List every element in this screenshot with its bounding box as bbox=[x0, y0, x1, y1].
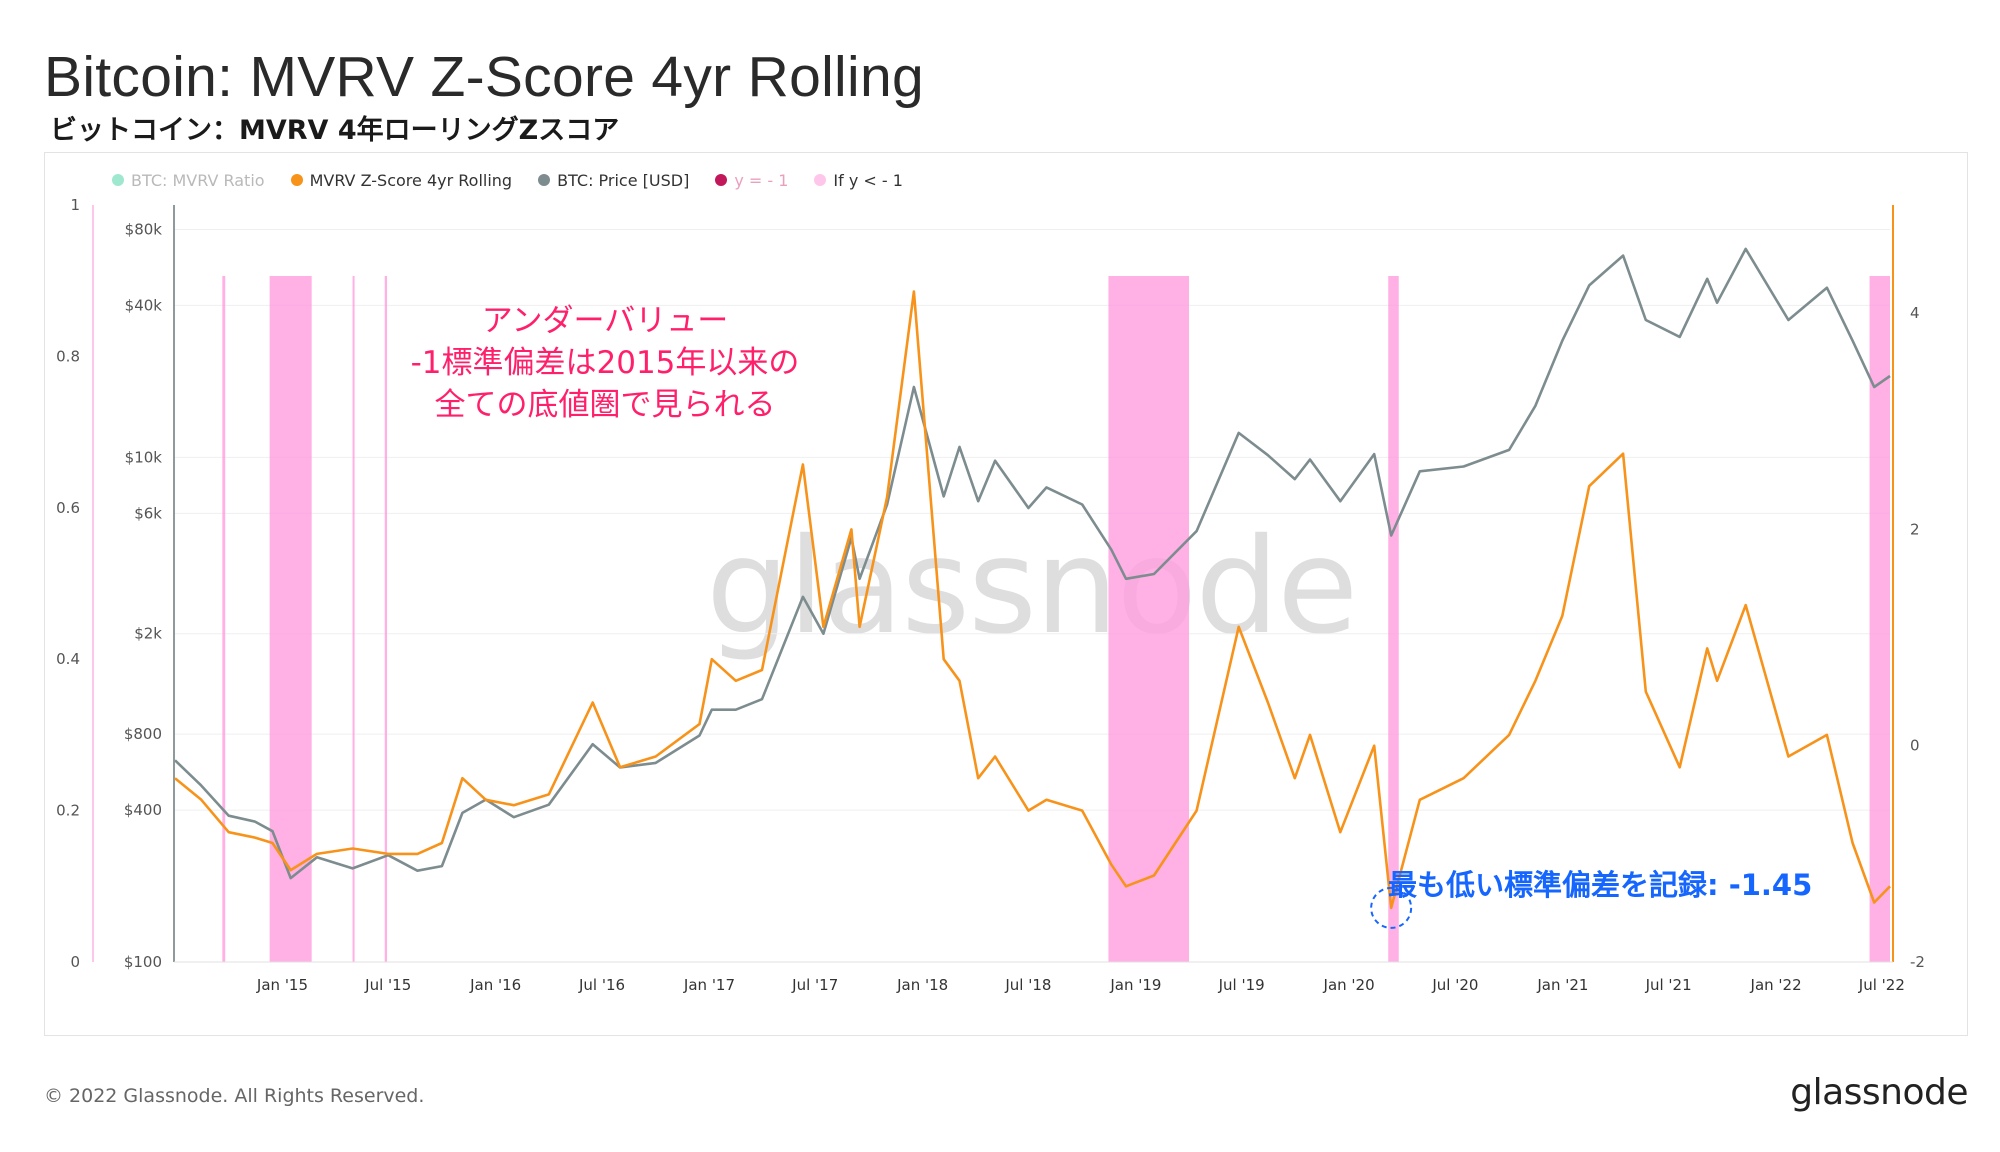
legend-item-price[interactable]: BTC: Price [USD] bbox=[538, 171, 689, 190]
watermark: glassnode bbox=[706, 510, 1358, 664]
y-tick-price: $800 bbox=[124, 725, 162, 743]
annotation-line: アンダーバリュー bbox=[481, 303, 729, 339]
x-tick: Jan '17 bbox=[683, 976, 735, 994]
legend-swatch bbox=[814, 174, 827, 186]
legend-label: BTC: MVRV Ratio bbox=[131, 170, 265, 190]
legend-item-y-minus-one[interactable]: y = - 1 bbox=[715, 171, 788, 190]
y-tick-price: $80k bbox=[125, 220, 163, 238]
legend-label: y = - 1 bbox=[734, 170, 789, 190]
y-tick-zscore: 4 bbox=[1910, 304, 1920, 322]
shaded-period bbox=[352, 276, 355, 962]
y-tick-price: $2k bbox=[134, 625, 162, 643]
legend-item-mvrv-ratio[interactable]: BTC: MVRV Ratio bbox=[112, 171, 265, 190]
legend-swatch bbox=[290, 174, 303, 186]
x-tick: Jul '22 bbox=[1858, 976, 1905, 994]
shaded-period bbox=[384, 276, 388, 962]
x-tick: Jan '20 bbox=[1323, 976, 1375, 994]
x-tick: Jul '17 bbox=[791, 976, 838, 994]
y-tick-mvrv: 0.6 bbox=[56, 499, 80, 517]
legend-label: MVRV Z-Score 4yr Rolling bbox=[309, 170, 513, 190]
chart-legend: BTC: MVRV Ratio MVRV Z-Score 4yr Rolling… bbox=[112, 168, 903, 192]
x-tick: Jul '20 bbox=[1431, 976, 1478, 994]
legend-item-shade[interactable]: If y < - 1 bbox=[814, 171, 903, 190]
y-tick-mvrv: 0.2 bbox=[56, 802, 80, 820]
legend-swatch bbox=[715, 174, 728, 186]
legend-swatch bbox=[112, 174, 124, 186]
shaded-period bbox=[1388, 276, 1399, 962]
y-tick-mvrv: 0 bbox=[70, 953, 80, 971]
y-tick-zscore: 0 bbox=[1910, 737, 1920, 755]
x-tick: Jan '21 bbox=[1536, 976, 1588, 994]
annotation-line: 全ての底値圏で見られる bbox=[434, 387, 776, 423]
x-tick: Jan '15 bbox=[256, 976, 308, 994]
legend-label: If y < - 1 bbox=[833, 170, 903, 190]
shaded-period bbox=[1108, 276, 1190, 962]
x-tick: Jul '21 bbox=[1645, 976, 1692, 994]
y-tick-price: $6k bbox=[134, 504, 162, 522]
page-subtitle: ビットコイン：MVRV 4年ローリングZスコア bbox=[50, 115, 620, 146]
annotation-line: -1標準偏差は2015年以来の bbox=[410, 345, 800, 381]
lowest-point-marker bbox=[1370, 886, 1413, 929]
x-tick: Jan '22 bbox=[1750, 976, 1802, 994]
y-tick-price: $400 bbox=[124, 801, 162, 819]
x-tick: Jan '19 bbox=[1109, 976, 1161, 994]
annotation-undervalue: アンダーバリュー -1標準偏差は2015年以来の 全ての底値圏で見られる bbox=[395, 300, 815, 426]
shaded-period bbox=[269, 276, 312, 962]
x-tick: Jan '16 bbox=[469, 976, 521, 994]
x-tick: Jan '18 bbox=[896, 976, 948, 994]
x-tick: Jul '15 bbox=[364, 976, 411, 994]
y-tick-price: $100 bbox=[124, 953, 162, 971]
brand-logo[interactable]: glassnode bbox=[1790, 1072, 1968, 1113]
page-title: Bitcoin: MVRV Z-Score 4yr Rolling bbox=[44, 45, 924, 109]
x-tick: Jul '18 bbox=[1004, 976, 1051, 994]
legend-item-zscore[interactable]: MVRV Z-Score 4yr Rolling bbox=[290, 170, 513, 190]
chart-frame bbox=[44, 152, 1968, 1036]
legend-label: BTC: Price [USD] bbox=[557, 170, 690, 190]
x-tick: Jul '16 bbox=[578, 976, 625, 994]
y-tick-mvrv: 0.4 bbox=[56, 650, 80, 668]
x-tick: Jul '19 bbox=[1218, 976, 1265, 994]
shaded-period bbox=[1869, 276, 1890, 962]
annotation-lowest: 最も低い標準偏差を記録: -1.45 bbox=[1388, 868, 1813, 902]
y-tick-price: $40k bbox=[125, 296, 163, 314]
y-tick-mvrv: 1 bbox=[70, 196, 80, 214]
y-tick-zscore: -2 bbox=[1910, 953, 1925, 971]
copyright-text: © 2022 Glassnode. All Rights Reserved. bbox=[44, 1085, 425, 1107]
series-line-zscore bbox=[174, 290, 1891, 910]
legend-swatch bbox=[538, 174, 551, 186]
shaded-period bbox=[222, 276, 226, 962]
y-tick-zscore: 2 bbox=[1910, 520, 1920, 538]
series-line-price bbox=[174, 247, 1891, 880]
y-tick-price: $10k bbox=[125, 448, 163, 466]
y-tick-mvrv: 0.8 bbox=[56, 347, 80, 365]
